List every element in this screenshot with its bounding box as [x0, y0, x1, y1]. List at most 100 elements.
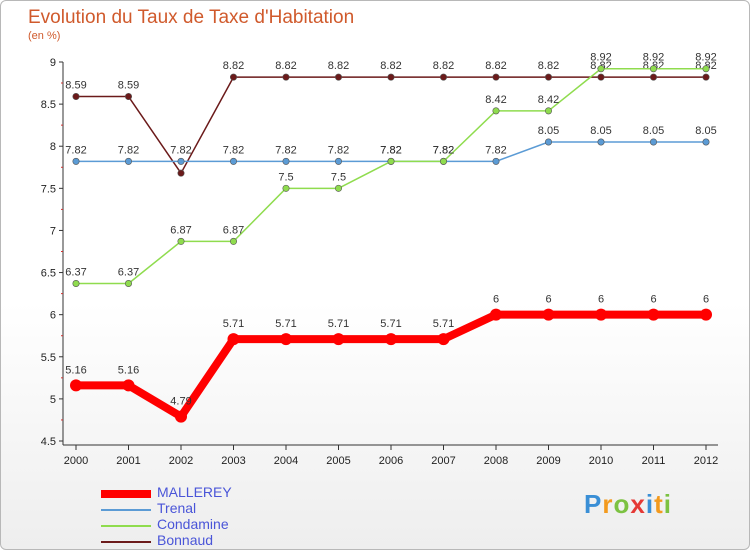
data-label-trenal: 8.05: [695, 125, 716, 137]
data-label-condamine: 8.92: [695, 52, 716, 64]
data-point-trenal: [282, 157, 290, 165]
logo-letter: t: [654, 489, 664, 519]
data-point-bonnaud: [230, 73, 238, 81]
data-label-bonnaud: 8.82: [275, 60, 296, 72]
data-label-mallerey: 6: [650, 294, 656, 306]
data-label-bonnaud: 8.82: [538, 60, 559, 72]
logo-letter: i: [663, 489, 672, 519]
data-point-mallerey: [700, 308, 712, 321]
data-point-trenal: [492, 157, 500, 165]
data-label-mallerey: 5.71: [275, 318, 296, 330]
y-tick-label: 7.5: [41, 183, 56, 195]
data-point-condamine: [492, 107, 500, 115]
x-tick-label: 2009: [536, 455, 560, 467]
data-label-bonnaud: 8.82: [485, 60, 506, 72]
data-point-bonnaud: [282, 73, 290, 81]
legend-label-trenal: Trenal: [157, 500, 197, 516]
data-label-trenal: 7.82: [328, 144, 349, 156]
data-label-condamine: 6.37: [65, 267, 86, 279]
data-point-trenal: [230, 157, 238, 165]
x-tick-label: 2001: [116, 455, 140, 467]
data-label-trenal: 7.82: [485, 144, 506, 156]
data-point-mallerey: [385, 333, 397, 346]
data-label-condamine: 6.37: [118, 267, 139, 279]
x-tick-label: 2007: [431, 455, 455, 467]
logo-letter: r: [602, 489, 614, 519]
data-label-bonnaud: 8.82: [433, 60, 454, 72]
data-point-bonnaud: [597, 73, 605, 81]
data-label-trenal: 7.82: [433, 144, 454, 156]
data-label-trenal: 7.82: [65, 144, 86, 156]
data-label-condamine: 8.42: [485, 94, 506, 106]
x-tick-label: 2006: [379, 455, 403, 467]
data-point-mallerey: [122, 379, 135, 392]
data-point-trenal: [177, 157, 185, 165]
data-point-bonnaud: [702, 73, 710, 81]
data-point-condamine: [387, 157, 395, 165]
data-point-bonnaud: [649, 73, 657, 81]
y-tick-label: 5.5: [41, 352, 56, 364]
x-tick-label: 2000: [64, 455, 88, 467]
data-label-trenal: 8.05: [643, 125, 664, 137]
data-label-mallerey: 5.71: [328, 318, 349, 330]
x-tick-label: 2010: [589, 455, 613, 467]
data-point-condamine: [439, 157, 447, 165]
x-tick-label: 2011: [642, 455, 666, 467]
chart-title: Evolution du Taux de Taxe d'Habitation: [28, 7, 355, 28]
data-point-trenal: [72, 157, 80, 165]
data-label-mallerey: 6: [598, 294, 604, 306]
data-point-mallerey: [70, 379, 82, 392]
data-point-bonnaud: [387, 73, 395, 81]
legend-label-bonnaud: Bonnaud: [157, 532, 214, 548]
data-label-condamine: 7.82: [380, 144, 401, 156]
data-label-mallerey: 5.16: [118, 364, 139, 376]
data-label-mallerey: 6: [493, 294, 499, 306]
data-label-condamine: 6.87: [223, 224, 244, 236]
data-point-bonnaud: [177, 169, 185, 177]
data-label-condamine: 6.87: [170, 224, 191, 236]
data-point-condamine: [177, 237, 185, 245]
data-point-mallerey: [490, 308, 502, 321]
data-point-trenal: [649, 138, 657, 146]
legend-swatch-bonnaud: [101, 541, 151, 543]
data-label-trenal: 7.82: [223, 144, 244, 156]
legend-swatch-trenal: [101, 509, 151, 511]
data-point-condamine: [230, 237, 238, 245]
data-point-trenal: [125, 157, 133, 165]
data-point-mallerey: [542, 308, 555, 321]
data-label-mallerey: 5.16: [65, 364, 86, 376]
proxiti-logo: Proxiti: [584, 489, 672, 520]
data-point-condamine: [282, 184, 290, 192]
x-tick-label: 2004: [274, 455, 298, 467]
logo-letter: P: [584, 489, 603, 519]
data-point-condamine: [597, 65, 605, 73]
y-tick-label: 6: [50, 310, 56, 322]
y-tick-label: 8: [50, 141, 56, 153]
data-label-mallerey: 5.71: [223, 318, 244, 330]
legend-label-condamine: Condamine: [157, 516, 229, 532]
data-point-trenal: [334, 157, 342, 165]
data-label-trenal: 8.05: [538, 125, 559, 137]
data-label-mallerey: 6: [703, 294, 709, 306]
data-label-trenal: 7.82: [380, 144, 401, 156]
data-point-trenal: [702, 138, 710, 146]
data-label-mallerey: 5.71: [380, 318, 401, 330]
data-point-trenal: [544, 138, 552, 146]
data-label-condamine: 7.82: [433, 144, 454, 156]
data-point-condamine: [334, 184, 342, 192]
logo-letter: x: [630, 489, 646, 519]
data-point-mallerey: [175, 410, 187, 423]
y-tick-label: 5: [50, 394, 56, 406]
series-line-condamine: [76, 67, 706, 285]
y-tick-label: 6.5: [41, 268, 56, 280]
logo-letter: o: [613, 489, 631, 519]
data-point-bonnaud: [492, 73, 500, 81]
x-tick-label: 2012: [694, 455, 718, 467]
data-point-mallerey: [332, 333, 345, 346]
data-point-bonnaud: [439, 73, 447, 81]
data-label-trenal: 8.05: [590, 125, 611, 137]
data-label-condamine: 8.92: [643, 52, 664, 64]
data-label-condamine: 7.5: [331, 171, 346, 183]
data-point-condamine: [125, 280, 133, 288]
